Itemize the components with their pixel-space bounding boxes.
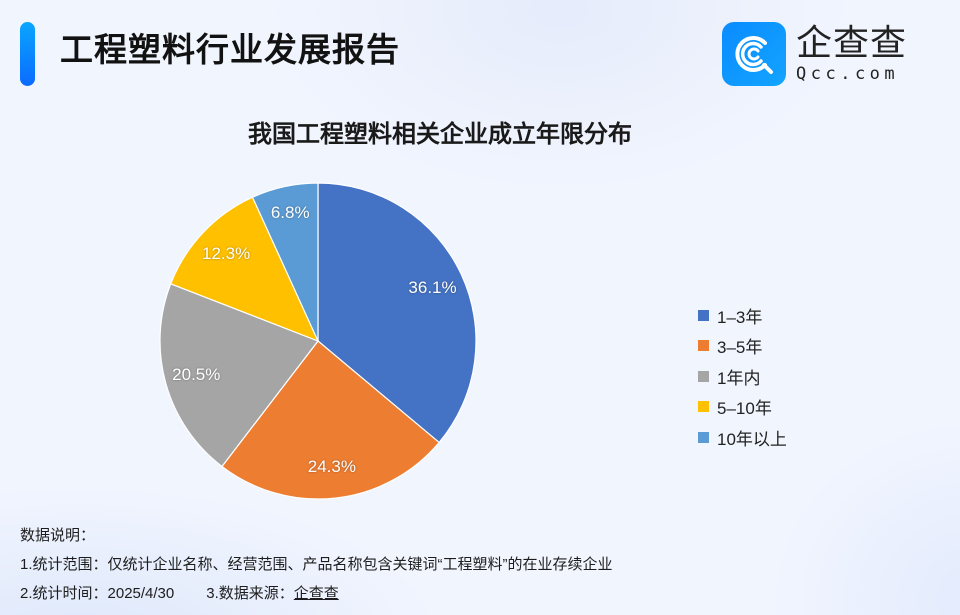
legend-item-within-1[interactable]: 1年内 xyxy=(698,361,787,392)
pie-slice[interactable] xyxy=(317,182,477,444)
legend-label: 1–3年 xyxy=(717,307,763,327)
pie-slice-label: 6.8% xyxy=(270,202,310,222)
chart-legend: 1–3年 3–5年 1年内 5–10年 10年以上 xyxy=(698,300,787,453)
legend-swatch xyxy=(698,340,709,352)
legend-item-5-10[interactable]: 5–10年 xyxy=(698,392,787,423)
pie-slice[interactable] xyxy=(221,340,440,500)
pie-slice-label: 36.1% xyxy=(408,277,457,297)
legend-item-over-10[interactable]: 10年以上 xyxy=(698,422,787,453)
pie-slice[interactable] xyxy=(159,282,319,468)
chart-title: 我国工程塑料相关企业成立年限分布 xyxy=(248,120,632,148)
legend-swatch xyxy=(698,370,709,382)
qcc-logo[interactable]: 企查查 Qcc.com xyxy=(722,22,907,86)
legend-swatch xyxy=(698,401,709,413)
page-title: 工程塑料行业发展报告 xyxy=(60,30,400,69)
pie-chart: 36.1% 24.3% 20.5% 12.3% 6.8% xyxy=(150,175,490,510)
notes-time: 2.统计时间：2025/4/30 xyxy=(20,585,175,602)
legend-item-1-3[interactable]: 1–3年 xyxy=(698,300,787,331)
logo-en-text: Qcc.com xyxy=(796,64,900,84)
legend-label: 5–10年 xyxy=(717,399,772,419)
legend-swatch xyxy=(698,431,709,443)
pie-slice-label: 20.5% xyxy=(172,365,221,385)
notes-heading: 数据说明： xyxy=(20,527,96,544)
legend-item-3-5[interactable]: 3–5年 xyxy=(698,331,787,362)
legend-label: 1年内 xyxy=(717,368,761,388)
pie-svg xyxy=(159,182,477,500)
pie-slice[interactable] xyxy=(169,196,320,343)
legend-label: 3–5年 xyxy=(717,338,763,358)
pie-slice-label: 24.3% xyxy=(307,456,356,476)
data-notes: 数据说明： 1.统计范围：仅统计企业名称、经营范围、产品名称包含关键词“工程塑料… xyxy=(20,521,613,608)
pie-slice[interactable] xyxy=(251,182,319,342)
legend-swatch xyxy=(698,309,709,321)
legend-label: 10年以上 xyxy=(717,429,787,449)
notes-time-source: 2.统计时间：2025/4/30 3.数据来源：企查查 xyxy=(20,579,613,608)
title-accent-bar xyxy=(20,22,35,86)
logo-cn-text: 企查查 xyxy=(796,23,908,64)
notes-source-prefix: 3.数据来源： xyxy=(206,585,294,602)
notes-source-link[interactable]: 企查查 xyxy=(293,585,339,602)
qcc-logo-icon xyxy=(722,22,786,86)
notes-scope: 1.统计范围：仅统计企业名称、经营范围、产品名称包含关键词“工程塑料”的在业存续… xyxy=(20,556,613,573)
pie-slice-label: 12.3% xyxy=(202,244,251,264)
